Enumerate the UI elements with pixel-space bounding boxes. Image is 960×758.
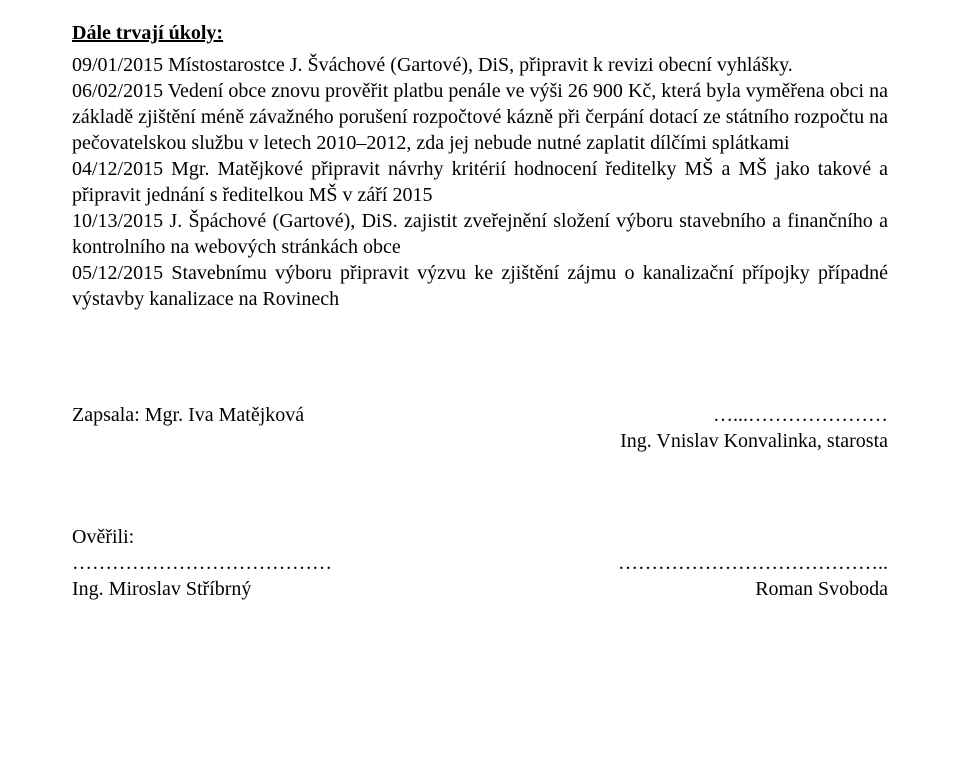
- spacer: [72, 312, 888, 402]
- verifier-left: Ing. Miroslav Stříbrný: [72, 576, 251, 602]
- task-item: 05/12/2015 Stavebnímu výboru připravit v…: [72, 260, 888, 312]
- task-item: 09/01/2015 Místostarostce J. Šváchové (G…: [72, 52, 888, 78]
- recorder-dots: …...…………………: [713, 402, 888, 428]
- mayor-row: Ing. Vnislav Konvalinka, starosta: [72, 428, 888, 454]
- task-item: 06/02/2015 Vedení obce znovu prověřit pl…: [72, 78, 888, 156]
- verifier-right: Roman Svoboda: [755, 576, 888, 602]
- task-item: 10/13/2015 J. Špáchové (Gartové), DiS. z…: [72, 208, 888, 260]
- dots-left: …………………………………: [72, 550, 332, 576]
- verified-label: Ověřili:: [72, 524, 888, 550]
- recorder-row: Zapsala: Mgr. Iva Matějková …...…………………: [72, 402, 888, 428]
- spacer: [72, 454, 888, 524]
- verifier-names-row: Ing. Miroslav Stříbrný Roman Svoboda: [72, 576, 888, 602]
- tasks-heading: Dále trvají úkoly:: [72, 20, 888, 46]
- task-block: 09/01/2015 Místostarostce J. Šváchové (G…: [72, 52, 888, 312]
- recorder-name: Zapsala: Mgr. Iva Matějková: [72, 402, 304, 428]
- document-page: Dále trvají úkoly: 09/01/2015 Místostaro…: [0, 0, 960, 602]
- task-item: 04/12/2015 Mgr. Matějkové připravit návr…: [72, 156, 888, 208]
- dots-right: …………………………………..: [618, 550, 888, 576]
- mayor-name: Ing. Vnislav Konvalinka, starosta: [620, 428, 888, 454]
- verifier-dots-row: ………………………………… …………………………………..: [72, 550, 888, 576]
